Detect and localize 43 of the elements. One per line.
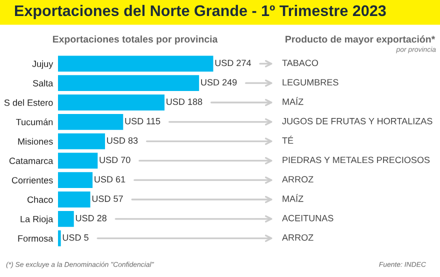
text: MAÍZ — [282, 97, 304, 105]
chart-title: Exportaciones del Norte Grande - 1º Trimestre 2023 — [15, 4, 386, 20]
data-label: USD 115 — [125, 118, 160, 124]
text: JUGOS DE FRUTAS Y HORTALIZAS — [282, 118, 432, 124]
data-label: USD 274 — [215, 60, 251, 66]
data-label: USD 83 — [107, 137, 138, 144]
bar — [58, 152, 98, 169]
y-tick-label: Tucumán — [16, 118, 53, 126]
data-label: USD 70 — [100, 156, 130, 164]
data-label: USD 28 — [76, 214, 106, 222]
text: ARROZ — [282, 234, 314, 241]
data-label: USD 5 — [62, 234, 88, 241]
chart-subtitle: Exportaciones totales por provincia — [52, 35, 218, 45]
bar — [58, 172, 93, 188]
text: ACEITUNAS — [282, 214, 334, 222]
y-tick-label: La Rioja — [20, 216, 54, 224]
bar — [58, 94, 165, 110]
y-tick-label: Catamarca — [9, 158, 54, 164]
bar — [58, 75, 200, 92]
bar — [58, 114, 124, 130]
y-tick-label: Formosa — [18, 235, 54, 242]
text: LEGUMBRES — [282, 79, 338, 86]
y-tick-label: Jujuy — [32, 60, 54, 69]
y-tick-label: Misiones — [18, 138, 53, 145]
bar — [58, 56, 214, 72]
data-label: USD 188 — [166, 98, 202, 105]
y-tick-label: Salta — [32, 80, 54, 86]
bar — [58, 192, 90, 208]
bar — [58, 133, 106, 150]
text: TABACO — [282, 60, 318, 66]
text: MAÍZ — [282, 194, 304, 202]
data-label: USD 57 — [92, 196, 123, 202]
text: TÉ — [282, 136, 294, 144]
data-label: USD 249 — [201, 79, 237, 86]
y-tick-label: Chaco — [28, 196, 53, 203]
bar — [58, 230, 61, 246]
text: PIEDRAS Y METALES PRECIOSOS — [282, 156, 430, 164]
text: Producto de mayor exportación* — [286, 35, 436, 45]
y-tick-label: S del Estero — [4, 99, 53, 106]
bar — [58, 210, 74, 227]
data-label: USD 61 — [94, 176, 126, 183]
y-tick-label: Corrientes — [12, 176, 53, 184]
text: ARROZ — [282, 176, 314, 183]
